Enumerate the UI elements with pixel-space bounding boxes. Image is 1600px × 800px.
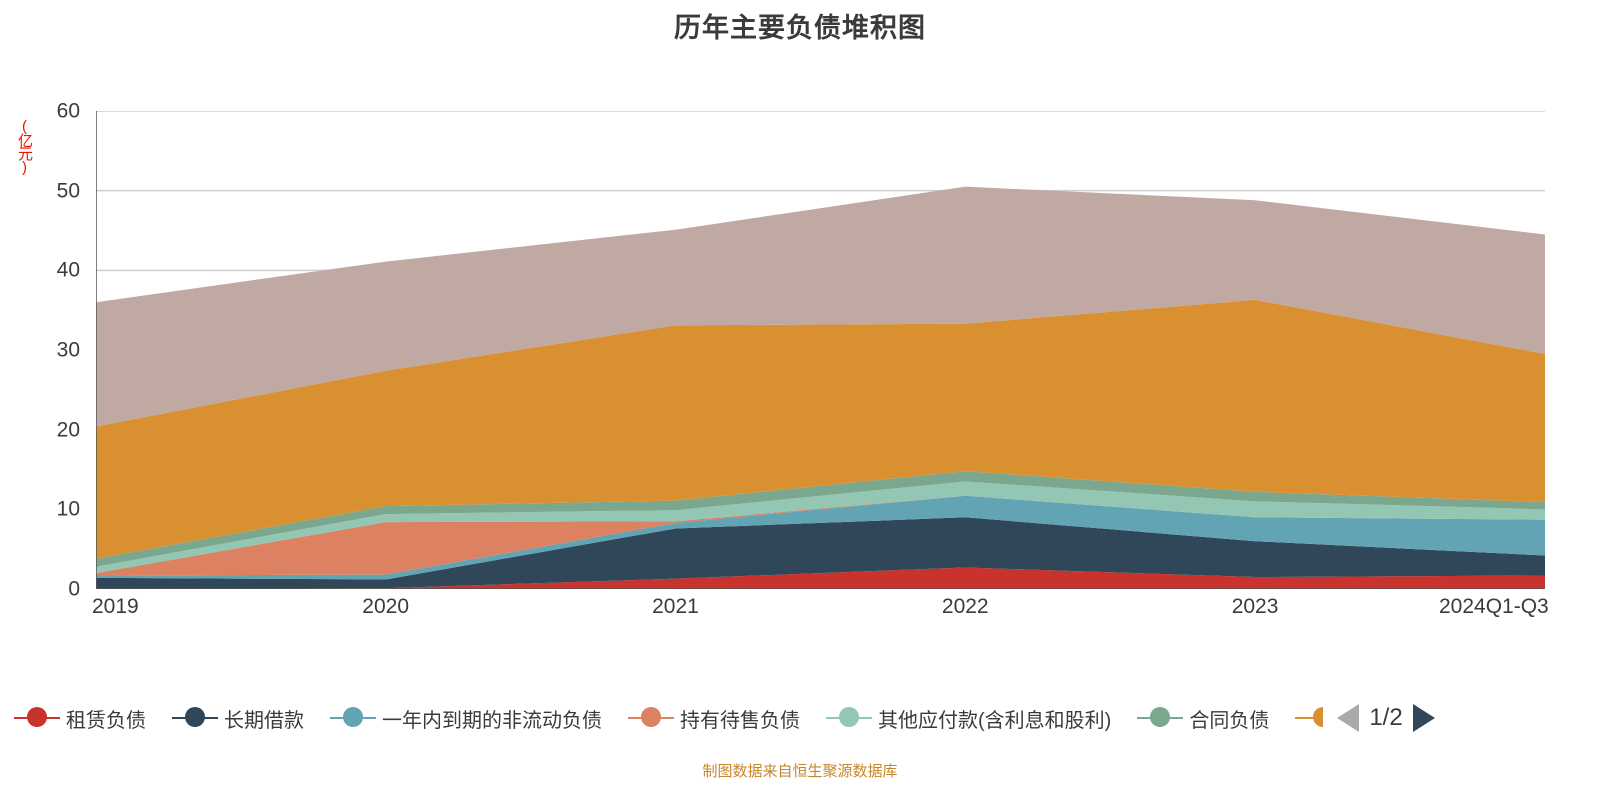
legend-item-label: 长期借款 (224, 709, 304, 732)
legend-partial-marker (1295, 707, 1324, 729)
footer-source-note: 制图数据来自恒生聚源数据库 (702, 763, 898, 780)
x-tick-label: 2022 (941, 595, 989, 618)
chart-title: 历年主要负债堆积图 (674, 13, 926, 43)
area-series (96, 495, 1545, 576)
legend-item-label: 持有待售负债 (680, 709, 800, 732)
x-tick-label: 2019 (92, 595, 139, 618)
legend-marker-icon (330, 707, 376, 729)
chart-legend: 租赁负债 长期借款 一年内到期的非流动负债 持有待售负债 其他应付款(含利息和股利) 合同… (0, 695, 1600, 741)
y-tick-label: 40 (56, 258, 80, 282)
area-series (96, 517, 1545, 589)
legend-marker-icon (14, 707, 60, 729)
legend-item-label: 其他应付款(含利息和股利) (878, 709, 1112, 732)
legend-item-label: 一年内到期的非流动负债 (382, 709, 602, 732)
area-series (96, 495, 1545, 580)
area-series (96, 567, 1545, 589)
legend-items: 租赁负债 长期借款 一年内到期的非流动负债 持有待售负债 其他应付款(含利息和股利) 合同… (14, 704, 1295, 733)
x-tick-label: 2020 (362, 595, 410, 618)
legend-next-arrow-icon[interactable] (1412, 704, 1435, 732)
legend-pagination[interactable]: 1/2 (1337, 704, 1435, 732)
y-axis-unit-label: (亿元) (16, 118, 33, 174)
legend-marker-icon (826, 707, 872, 729)
legend-item[interactable]: 长期借款 (172, 704, 304, 733)
legend-prev-arrow-icon[interactable] (1337, 704, 1360, 732)
x-tick-label: 2023 (1231, 595, 1279, 618)
legend-item[interactable]: 持有待售负债 (628, 704, 800, 733)
legend-item[interactable]: 租赁负债 (14, 704, 146, 733)
plot-area (89, 110, 1546, 596)
stacked-area-svg (89, 110, 1546, 596)
legend-item[interactable]: 一年内到期的非流动负债 (330, 704, 602, 733)
y-tick-label: 20 (56, 418, 80, 442)
y-tick-label: 60 (56, 99, 80, 123)
legend-marker-icon (628, 707, 674, 729)
legend-marker-icon (172, 707, 218, 729)
y-tick-label: 0 (68, 577, 80, 601)
legend-item-label: 合同负债 (1189, 709, 1270, 732)
x-tick-label: 2024Q1-Q3 (1439, 595, 1549, 618)
area-series (96, 186, 1545, 427)
area-series (96, 471, 1545, 567)
legend-page-indicator: 1/2 (1369, 704, 1403, 731)
y-tick-label: 50 (56, 179, 80, 203)
y-tick-label: 10 (56, 497, 80, 521)
y-axis-ticks: 0 10 20 30 40 50 60 (34, 101, 80, 600)
area-series (96, 299, 1545, 559)
y-tick-label: 30 (56, 338, 80, 362)
legend-item[interactable]: 合同负债 (1137, 704, 1269, 733)
legend-item-label: 租赁负债 (66, 709, 146, 732)
legend-marker-icon (1137, 707, 1184, 729)
legend-item[interactable]: 其他应付款(含利息和股利) (826, 704, 1111, 733)
area-series (96, 481, 1545, 574)
x-tick-label: 2021 (652, 595, 699, 618)
